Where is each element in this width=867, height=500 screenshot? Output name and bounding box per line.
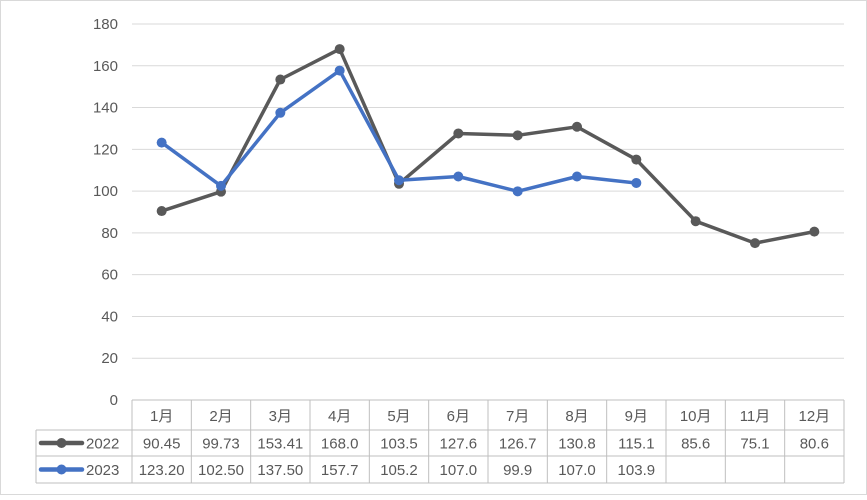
data-point	[156, 137, 167, 148]
y-tick-label: 80	[101, 225, 118, 242]
y-tick-label: 20	[101, 350, 118, 367]
data-table-value: 99.9	[503, 462, 532, 479]
data-point	[216, 180, 226, 191]
data-table-value: 130.8	[558, 436, 596, 453]
data-table-value: 99.73	[202, 436, 240, 453]
data-point	[809, 226, 820, 237]
data-table-value: 126.7	[499, 436, 537, 453]
y-tick-label: 40	[101, 308, 118, 325]
data-table-value: 105.2	[380, 462, 418, 479]
x-category-label: 6月	[447, 408, 470, 425]
y-tick-label: 180	[93, 16, 118, 33]
y-tick-label: 160	[93, 58, 118, 75]
y-tick-label: 100	[93, 183, 118, 200]
data-point	[512, 186, 523, 197]
y-tick-label: 120	[93, 141, 118, 158]
x-category-label: 8月	[565, 408, 588, 425]
data-table-value: 85.6	[681, 436, 710, 453]
x-category-label: 1月	[150, 408, 173, 425]
data-table-value: 115.1	[618, 436, 654, 453]
legend-series-name: 2023	[86, 462, 119, 479]
data-table-value: 80.6	[800, 436, 829, 453]
y-axis-ticks: 0 20 40 60 80 100 120 140 160 180	[93, 16, 118, 409]
data-table-value: 90.45	[143, 436, 181, 453]
data-table-value: 107.0	[558, 462, 596, 479]
y-tick-label: 60	[101, 267, 118, 284]
y-tick-label: 140	[93, 100, 118, 117]
data-point	[512, 130, 523, 141]
data-point	[275, 107, 286, 118]
data-point	[453, 128, 464, 139]
data-table-value: 137.50	[257, 462, 303, 479]
x-category-label: 3月	[269, 408, 292, 425]
data-table-value: 157.7	[321, 462, 359, 479]
data-table: 1月 2月 3月 4月 5月 6月 7月 8月 9月 10月 11月 12月 2022 90.45 99.7…	[35, 399, 845, 484]
data-table-value: 102.50	[198, 462, 244, 479]
x-category-label: 7月	[506, 408, 529, 425]
legend-key-marker	[56, 438, 67, 448]
data-point	[334, 44, 345, 55]
x-category-label: 11月	[740, 408, 771, 425]
data-point	[631, 177, 642, 188]
data-point	[334, 65, 345, 76]
data-table-value: 107.0	[440, 462, 478, 479]
x-category-label: 2月	[209, 408, 232, 425]
data-table-value: 123.20	[139, 462, 185, 479]
data-point	[572, 171, 582, 182]
legend-series-name: 2022	[86, 436, 119, 453]
data-point	[453, 171, 464, 182]
y-tick-label: 0	[110, 392, 118, 409]
data-point	[750, 238, 760, 249]
legend-key-marker	[56, 464, 67, 475]
data-point	[394, 175, 404, 186]
data-table-value: 127.6	[440, 436, 478, 453]
data-point	[690, 216, 701, 227]
data-table-value: 103.9	[618, 462, 656, 479]
series-lines	[156, 44, 820, 249]
x-category-label: 5月	[387, 408, 410, 425]
data-table-value: 75.1	[740, 436, 769, 453]
data-point	[275, 74, 286, 85]
data-table-value: 153.41	[257, 436, 303, 453]
data-point	[572, 121, 582, 132]
x-category-label: 4月	[328, 408, 351, 425]
x-category-label: 12月	[798, 408, 830, 425]
series-line-2022	[159, 47, 817, 245]
data-table-value: 103.5	[380, 436, 418, 453]
data-point	[156, 206, 167, 217]
data-table-value: 168.0	[321, 436, 359, 453]
x-category-label: 10月	[680, 408, 712, 425]
data-point	[631, 154, 642, 165]
x-category-label: 9月	[625, 408, 648, 425]
